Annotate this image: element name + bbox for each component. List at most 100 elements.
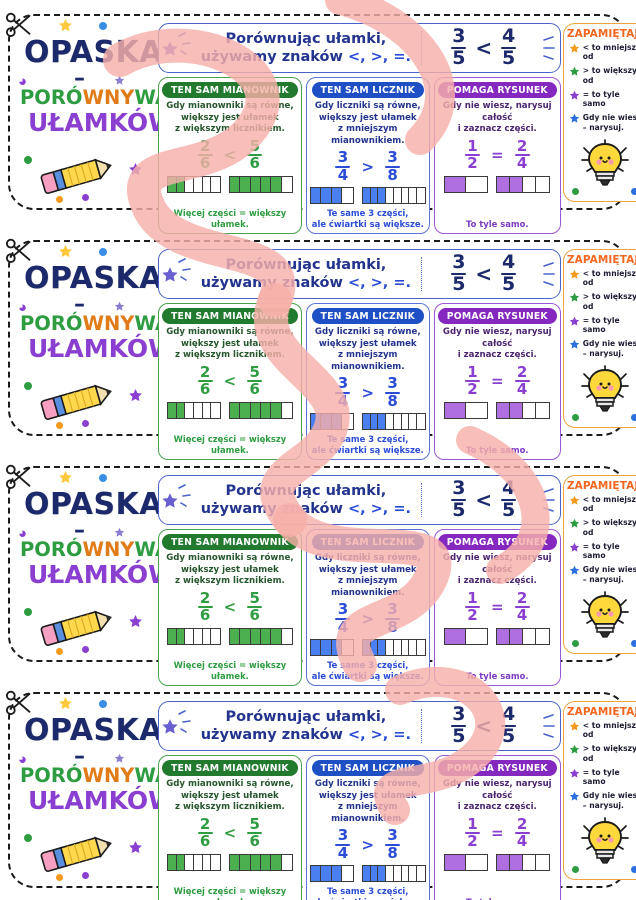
rule-banner[interactable]: Porównując ułamki, używamy znaków <, >, =… <box>158 475 561 525</box>
scissors-icon <box>5 12 31 37</box>
dot-decoration <box>24 834 32 842</box>
fraction-bar-cell <box>445 402 467 418</box>
remember-title: ZAPAMIĘTAJ: <box>566 254 636 266</box>
box-caption-line: To tyle samo. <box>466 219 529 230</box>
box-caption: Więcej części = większy ułamek. <box>162 206 298 230</box>
lightbulb-icon <box>580 591 629 638</box>
worksheet-strip-1[interactable]: OPASKA ◕ –PORÓWNYWANIEUŁAMKÓW Porównując uł… <box>5 238 636 460</box>
dot-decoration <box>82 646 89 653</box>
sparkle-icon <box>178 32 191 55</box>
banner-text: Porównując ułamki, używamy znaków <, >, =… <box>195 482 417 518</box>
box-body: Gdy liczniki są równe, większy jest ułame… <box>310 327 426 373</box>
fraction-bar-cell <box>393 414 402 430</box>
fraction-numerator: 4 <box>502 251 516 274</box>
fraction-bar <box>385 165 401 168</box>
box-caption-line: ale ćwiartki są większe. <box>312 897 424 900</box>
banner-divider <box>420 709 422 743</box>
box-equation: 3 4 >3 8 <box>335 150 401 183</box>
remember-panel[interactable]: ZAPAMIĘTAJ: < to mniejszy od > to większy … <box>562 701 636 880</box>
fraction-bar-cell <box>445 854 467 870</box>
title-line-1: OPASKA <box>24 487 164 522</box>
equation-operator: = <box>490 146 504 165</box>
fraction-denominator: 5 <box>452 725 466 748</box>
fraction-bar-cell <box>211 176 220 192</box>
worksheet-strip-3[interactable]: OPASKA ◕ –PORÓWNYWANIEUŁAMKÓW Porównując uł… <box>5 690 636 900</box>
box-body-line: większy jest ułamek <box>181 790 279 801</box>
fraction-bar-cell <box>193 176 203 192</box>
dot-decoration <box>630 414 636 421</box>
fraction-bar-cell <box>370 188 379 204</box>
box-equation: 1 2 = 2 4 <box>464 362 530 398</box>
box-caption-line: To tyle samo. <box>466 445 529 456</box>
spiral-icon: ◕ <box>18 299 28 316</box>
fraction-numerator: 3 <box>337 600 349 619</box>
sparkle-icon <box>178 484 191 507</box>
fraction-numerator: 3 <box>452 251 466 274</box>
fraction-bar <box>514 154 530 157</box>
star-icon <box>569 66 580 80</box>
fraction-denominator: 5 <box>502 499 516 522</box>
box-equation: 2 6 <5 6 <box>197 590 263 625</box>
remember-item-label: Gdy nie wiesz – narysuj. <box>582 339 636 358</box>
box-body: Gdy mianowniki są równe, większy jest uła… <box>166 779 293 814</box>
fraction-denominator: 6 <box>249 606 260 625</box>
remember-panel[interactable]: ZAPAMIĘTAJ: < to mniejszy od > to większy … <box>562 23 636 202</box>
worksheet-strip-0[interactable]: OPASKA ◕ –PORÓWNYWANIEUŁAMKÓW Porównując uł… <box>5 12 636 234</box>
concept-boxes-row: TEN SAM MIANOWNIK Gdy mianowniki są równe… <box>158 303 561 460</box>
fraction-bar-cell <box>229 176 241 192</box>
fraction-bar-cell <box>362 414 371 430</box>
fraction-bar-model <box>496 627 551 645</box>
fraction-bar-cell <box>176 402 186 418</box>
star-icon <box>569 744 580 758</box>
box-equation: 2 6 <5 6 <box>197 364 263 398</box>
fraction-bar-cell <box>250 402 261 418</box>
box-body-line: i zaznacz części. <box>457 124 537 135</box>
remember-panel[interactable]: ZAPAMIĘTAJ: < to mniejszy od > to większy … <box>562 249 636 428</box>
rule-banner[interactable]: Porównując ułamki, używamy znaków <, >, =… <box>158 701 561 751</box>
remember-item-label: < to mniejszy od <box>582 269 636 288</box>
fraction-bar <box>197 380 213 383</box>
remember-item-2: = to tyle samo <box>567 90 636 109</box>
concept-boxes-row: TEN SAM MIANOWNIK Gdy mianowniki są równe… <box>158 755 561 900</box>
fraction-bar-cell <box>497 176 511 192</box>
dot-decoration <box>24 156 32 164</box>
fraction-bar-cell <box>229 628 241 644</box>
box-caption: To tyle samo. <box>466 217 529 230</box>
concept-box-same-numerator[interactable]: TEN SAM LICZNIK Gdy liczniki są równe, wię… <box>305 529 430 686</box>
rule-banner[interactable]: Porównując ułamki, używamy znaków <, >, =… <box>158 249 561 299</box>
concept-box-drawing-helps[interactable]: POMAGA RYSUNEK Gdy nie wiesz, narysuj cał… <box>433 303 561 460</box>
concept-box-same-numerator[interactable]: TEN SAM LICZNIK Gdy liczniki są równe, wię… <box>305 755 430 900</box>
fraction-bar <box>514 832 530 835</box>
worksheet-strip-2[interactable]: OPASKA ◕ –PORÓWNYWANIEUŁAMKÓW Porównując uł… <box>5 464 636 686</box>
box-equation: 3 4 >3 8 <box>335 376 401 409</box>
rule-banner[interactable]: Porównując ułamki, używamy znaków <, >, =… <box>158 23 561 73</box>
concept-box-drawing-helps[interactable]: POMAGA RYSUNEK Gdy nie wiesz, narysuj cał… <box>433 529 561 686</box>
fraction-bar-cell <box>202 628 212 644</box>
fraction-bar-cell <box>386 866 394 882</box>
concept-box-drawing-helps[interactable]: POMAGA RYSUNEK Gdy nie wiesz, narysuj cał… <box>433 755 561 900</box>
concept-box-same-denominator[interactable]: TEN SAM MIANOWNIK Gdy mianowniki są równe… <box>158 303 302 460</box>
concept-box-drawing-helps[interactable]: POMAGA RYSUNEK Gdy nie wiesz, narysuj cał… <box>433 77 561 234</box>
box-bar-models <box>166 627 293 645</box>
fraction-bar-cell <box>409 640 418 656</box>
fraction-bar-cell <box>310 414 322 430</box>
concept-box-same-denominator[interactable]: TEN SAM MIANOWNIK Gdy mianowniki są równe… <box>158 755 302 900</box>
box-bar-models <box>444 627 551 645</box>
fraction-numerator: 2 <box>516 588 528 607</box>
star-icon <box>114 299 125 317</box>
remember-panel[interactable]: ZAPAMIĘTAJ: < to mniejszy od > to większy … <box>562 475 636 654</box>
fraction-numerator: 2 <box>516 362 528 381</box>
pencil-icon <box>36 156 122 199</box>
concept-box-same-denominator[interactable]: TEN SAM MIANOWNIK Gdy mianowniki są równe… <box>158 529 302 686</box>
concept-box-same-numerator[interactable]: TEN SAM LICZNIK Gdy liczniki są równe, wię… <box>305 303 430 460</box>
fraction-bar-cell <box>176 854 186 870</box>
concept-box-same-numerator[interactable]: TEN SAM LICZNIK Gdy liczniki są równe, wię… <box>305 77 430 234</box>
fraction-numerator: 4 <box>502 477 516 500</box>
fraction-bar-model <box>228 401 293 419</box>
star-icon <box>128 614 143 634</box>
title-line-1: OPASKA <box>24 261 164 296</box>
box-caption-line: To tyle samo. <box>466 671 529 682</box>
concept-box-same-denominator[interactable]: TEN SAM MIANOWNIK Gdy mianowniki są równe… <box>158 77 302 234</box>
